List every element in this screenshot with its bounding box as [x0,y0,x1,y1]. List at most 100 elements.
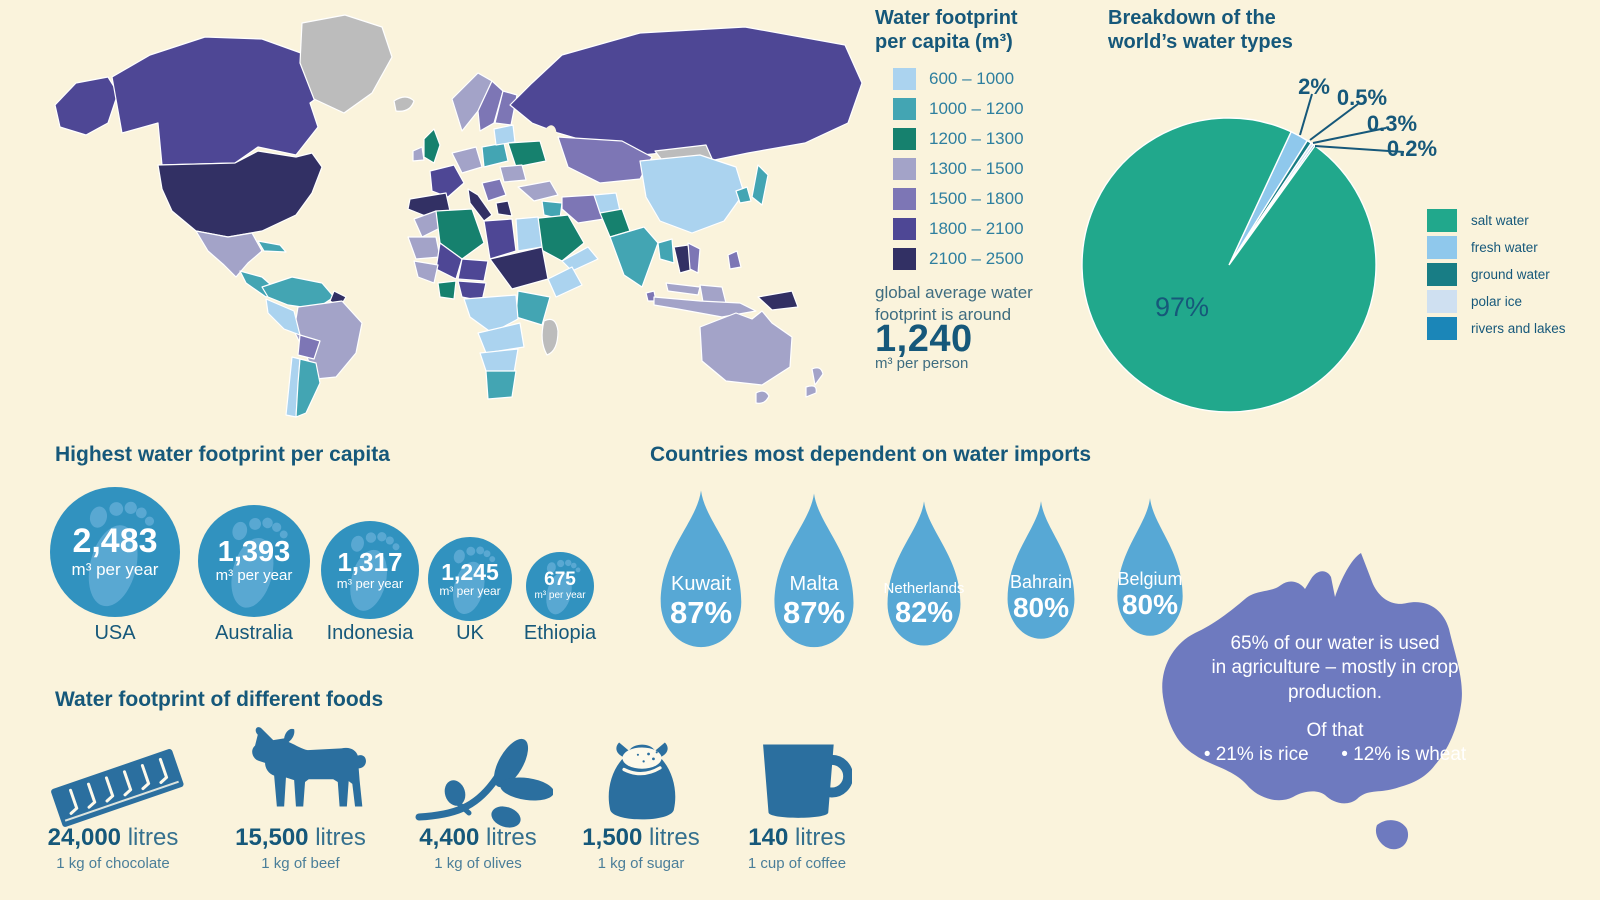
footprint-unit: m³ per year [534,589,586,601]
map-region-west-africa [413,260,439,284]
pie-legend-label: salt water [1471,213,1529,228]
map-region-namibia-botswana [479,348,519,374]
map-country-kazakhstan [557,136,653,184]
map-region-kenya-tanzania [515,290,551,326]
map-country-malaysia [665,282,701,296]
map-region-angola-zambia [477,322,525,354]
water-drop-malta: Malta 87% [762,490,866,653]
pie-legend-row: rivers and lakes [1427,317,1566,340]
map-country-papua-new-guinea [757,290,799,311]
footprint-country-indonesia: Indonesia [326,622,414,644]
legend-label: 1200 – 1300 [929,129,1024,148]
legend-label: 1300 – 1500 [929,159,1024,178]
map-region-borneo [699,284,727,304]
legend-row: 1500 – 1800 [893,184,1024,214]
pie-slices [1081,117,1377,413]
footprint-circle-uk: 1,245 m³ per year [428,537,512,621]
map-country-mauritania [407,236,441,260]
australia-wheat-bullet: • 12% is wheat [1341,744,1467,766]
drop-country: Kuwait [670,572,732,595]
food-value: 140 [748,824,789,851]
pie-title-line2: world’s water types [1108,31,1293,54]
drop-country: Belgium [1117,569,1183,590]
legend-row: 1300 – 1500 [893,154,1024,184]
map-country-bolivia [297,334,321,360]
footprint-value: 1,317 [337,546,403,577]
legend-row: 600 – 1000 [893,64,1024,94]
footprint-country-australia: Australia [215,622,293,644]
drop-icon [660,490,742,648]
map-country-ireland [412,146,425,162]
coffee-mug-icon [763,744,852,818]
map-country-germany [451,146,483,174]
map-country-japan [751,164,769,206]
drop-icon [1007,501,1075,639]
drop-percent: 87% [782,595,846,631]
pie-title: Breakdown of the world’s water types [1108,6,1293,55]
legend-swatch-1500-1800 [893,188,916,210]
drop-text: Netherlands 82% [876,580,972,629]
pie-callout-rivers-lakes: 0.2% [1386,136,1438,161]
pie-callout-ground-water: 0.5% [1336,85,1388,110]
food-value-line: 15,500 litres [228,824,373,852]
food-chocolate-text: 24,000 litres 1 kg of chocolate [43,824,183,872]
tasmania-shape [1375,820,1409,850]
drop-percent: 80% [1012,591,1070,623]
map-country-korea [735,186,752,204]
australia-note-line3: production. [1287,681,1382,703]
map-country-south-africa [485,370,517,400]
map-country-alaska [54,76,119,136]
footprint-circle-ethiopia: 675 m³ per year [526,552,594,620]
footprint-value: 675 [544,569,576,591]
food-caption: 1 kg of chocolate [56,855,170,872]
pie-slice-salt-water [1081,117,1377,413]
leader-line-03pct [1312,127,1387,144]
global-average-note: global average water footprint is around [875,282,1033,326]
global-average-value: 1,240 [875,318,973,360]
water-types-pie-chart [1081,93,1405,413]
map-country-vietnam [687,242,701,274]
map-country-india [609,226,659,288]
legend-swatch-1300-1500 [893,158,916,180]
food-olives-text: 4,400 litres 1 kg of olives [408,824,548,872]
food-sugar-text: 1,500 litres 1 kg of sugar [571,824,711,872]
footprint-icon [453,546,496,615]
map-country-iceland [393,96,415,112]
legend-label: 1500 – 1800 [929,189,1024,208]
footprint-value: 1,245 [441,558,499,585]
food-coffee-text: 140 litres 1 cup of coffee [727,824,867,872]
legend-row: 1000 – 1200 [893,94,1024,124]
food-caption: 1 kg of sugar [597,855,685,872]
footprint-country-uk: UK [456,622,484,644]
legend-swatch-1200-1300 [893,128,916,150]
drop-icon [887,501,961,646]
map-country-romania [499,164,527,183]
global-average-unit: m³ per person [875,355,969,372]
leader-line-05pct [1309,103,1359,141]
map-country-philippines [727,250,742,270]
pie-legend-label: ground water [1471,267,1550,282]
footprint-circle-indonesia: 1,317 m³ per year [321,521,419,619]
drop-icon [774,493,854,648]
legend-label: 2100 – 2500 [929,249,1024,268]
map-country-egypt [515,216,543,252]
map-country-libya [483,218,517,260]
footprint-icon [231,517,288,608]
food-unit: litres [127,824,179,851]
map-region-yemen-oman [561,246,599,272]
map-caspian-sea [541,125,557,151]
drop-text: Belgium 80% [1107,569,1193,620]
footprint-unit: m³ per year [336,575,404,591]
food-value: 24,000 [47,824,122,851]
australia-shape [1162,553,1462,804]
map-country-canada [111,36,333,166]
map-country-madagascar [541,318,559,356]
food-value: 1,500 [582,824,643,851]
footprint-circle-text: 1,393 m³ per year [198,505,310,617]
food-unit: litres [649,824,700,851]
map-country-myanmar [657,238,675,264]
drop-text: Malta 87% [762,573,866,630]
sugar-sack-icon [608,742,676,820]
footprint-country-usa: USA [94,622,136,644]
world-choropleth-map [54,14,863,418]
